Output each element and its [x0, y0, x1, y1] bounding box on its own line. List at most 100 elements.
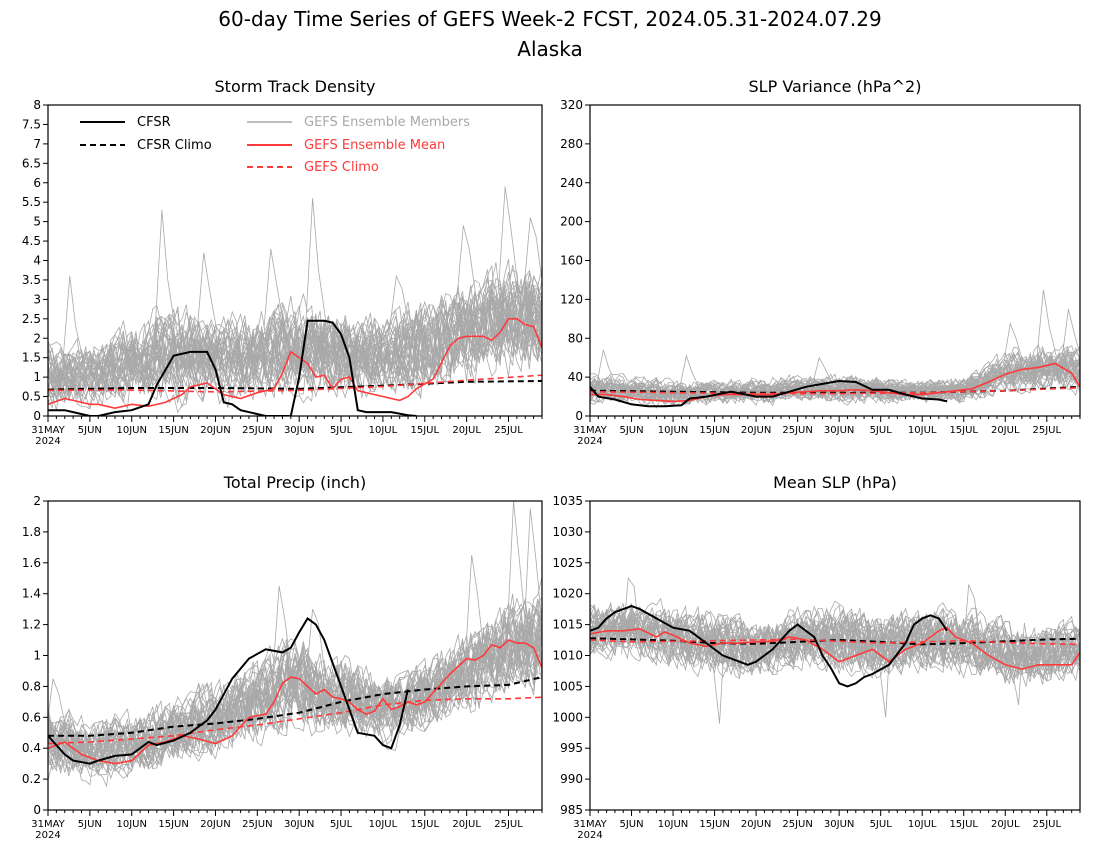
ensemble-member-line [48, 299, 542, 409]
series-gefs-climo [590, 387, 1080, 395]
panel-3: Total Precip (inch) 0 0.2 0.4 0.6 0.8 1 1.2 1.4 1… [22, 473, 543, 841]
x-year-label: 2024 [577, 830, 602, 841]
ensemble-member-spike [263, 248, 285, 328]
x-tick-label: 25JUN [242, 819, 272, 830]
ensemble-member-line [48, 292, 542, 398]
y-tick-label: 1020 [552, 587, 583, 601]
y-tick-label: 120 [560, 292, 583, 306]
series-mean [48, 639, 542, 765]
ensemble-member-spike [523, 217, 542, 293]
y-tick-label: 280 [560, 137, 583, 151]
x-tick-label: 25JUN [242, 425, 272, 436]
legend-label-gefs-climo: GEFS Climo [304, 160, 379, 175]
figure-title: 60-day Time Series of GEFS Week-2 FCST, … [218, 7, 881, 31]
ensemble-member-line [48, 269, 542, 397]
x-tick-label: 31MAY [31, 819, 65, 830]
ensemble-member-line [48, 598, 542, 777]
y-tick-label: 200 [560, 215, 583, 229]
ensemble-member-spike [305, 198, 327, 323]
ensemble-member-line [48, 286, 542, 411]
panel-title: Storm Track Density [215, 77, 376, 96]
series-lines [48, 317, 542, 416]
ensemble-member-spike [812, 356, 833, 385]
panel-title: SLP Variance (hPa^2) [749, 77, 922, 96]
legend: CFSR CFSR Climo GEFS Ensemble Members GEFS … [80, 115, 470, 175]
x-tick-label: 5JUN [78, 819, 102, 830]
x-tick-label: 25JUL [1032, 425, 1061, 436]
x-tick-label: 25JUN [782, 425, 812, 436]
x-tick-label: 10JUN [116, 425, 146, 436]
y-tick-label: 0.6 [22, 710, 41, 724]
y-tick-label: 7 [33, 137, 41, 151]
x-tick-label: 5JUL [330, 425, 353, 436]
ensemble-member-spike [961, 584, 983, 664]
y-tick-label: 1.8 [22, 525, 41, 539]
y-tick-label: 160 [560, 254, 583, 268]
ensemble-member-spike [196, 252, 218, 333]
y-tick-label: 3.5 [22, 273, 41, 287]
y-tick-label: 1000 [552, 710, 583, 724]
ensemble-member-line [48, 607, 542, 771]
x-tick-label: 15JUN [699, 819, 729, 830]
y-tick-label: 8 [33, 98, 41, 112]
ensemble-member-spike [456, 225, 478, 302]
legend-label-cfsr: CFSR [137, 115, 171, 130]
y-tick-label: 0.2 [22, 772, 41, 786]
panel-title: Total Precip (inch) [223, 473, 366, 492]
y-tick-label: 990 [560, 772, 583, 786]
x-tick-label: 5JUL [330, 819, 353, 830]
x-tick-label: 20JUN [200, 425, 230, 436]
series-mean [590, 362, 1080, 403]
x-tick-label: 20JUN [741, 425, 771, 436]
x-tick-label: 15JUN [158, 819, 188, 830]
ensemble-members [590, 577, 1080, 724]
ensemble-member-line [590, 609, 1080, 680]
y-tick-label: 3 [33, 292, 41, 306]
x-tick-label: 5JUN [619, 819, 643, 830]
legend-label-members: GEFS Ensemble Members [304, 115, 470, 130]
x-tick-label: 25JUL [494, 819, 523, 830]
y-tick-label: 1.4 [22, 587, 41, 601]
x-tick-label: 5JUL [870, 819, 893, 830]
series-lines [590, 362, 1080, 408]
ensemble-member-line [590, 358, 1080, 405]
ensemble-member-spike [498, 186, 519, 291]
x-tick-label: 10JUL [369, 425, 398, 436]
x-tick-label: 15JUN [699, 425, 729, 436]
series-cfsr [590, 605, 948, 688]
x-tick-label: 31MAY [573, 425, 607, 436]
y-tick-label: 2 [33, 494, 41, 508]
panel-1: Storm Track Density 0 0.5 1 1.5 2 2.5 3 3.5 4 4.5 5… [22, 77, 543, 447]
ensemble-member-line [590, 345, 1080, 405]
ensemble-member-spike [878, 616, 900, 718]
ensemble-member-spike [1011, 622, 1033, 706]
legend-label-cfsr-climo: CFSR Climo [137, 138, 212, 153]
series-mean [590, 626, 1080, 670]
y-tick-label: 0.5 [22, 390, 41, 404]
x-tick-label: 15JUL [410, 819, 439, 830]
y-tick-label: 0.4 [22, 741, 41, 755]
ensemble-member-line [48, 279, 542, 399]
panels: Storm Track Density 0 0.5 1 1.5 2 2.5 3 3.5 4 4.5 5… [22, 77, 1081, 841]
panel-2: SLP Variance (hPa^2) 0 40 80 120 160 200 240 280… [560, 77, 1081, 447]
ensemble-member-line [48, 618, 542, 776]
ensemble-member-spike [679, 354, 700, 389]
x-tick-label: 20JUL [991, 425, 1020, 436]
y-tick-label: 320 [560, 98, 583, 112]
series-lines [48, 616, 542, 765]
y-tick-label: 1.2 [22, 618, 41, 632]
ensemble-member-spike [596, 349, 617, 386]
y-tick-label: 985 [560, 803, 583, 817]
x-tick-label: 5JUN [78, 425, 102, 436]
y-tick-label: 5 [33, 215, 41, 229]
ensemble-member-line [48, 637, 542, 771]
y-tick-label: 2.5 [22, 312, 41, 326]
ensemble-member-spike [621, 577, 642, 655]
y-tick-label: 7.5 [22, 117, 41, 131]
y-tick-label: 4.5 [22, 234, 41, 248]
ensemble-member-spike [1003, 322, 1024, 364]
x-tick-label: 25JUL [1032, 819, 1061, 830]
x-tick-label: 15JUL [949, 819, 978, 830]
ensemble-members [48, 186, 542, 414]
